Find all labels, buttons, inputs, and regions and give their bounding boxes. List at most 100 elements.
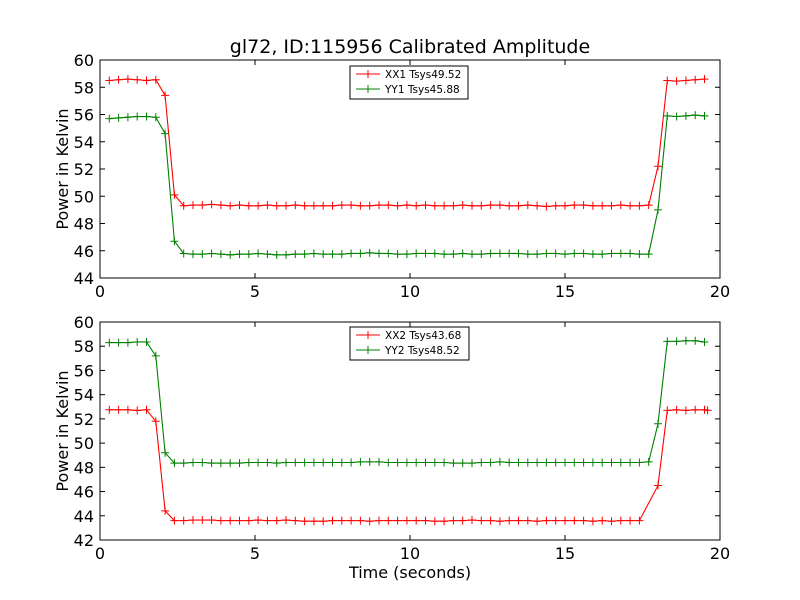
data-point: [384, 516, 393, 525]
data-point: [170, 237, 179, 246]
data-point: [542, 249, 551, 258]
data-point: [347, 458, 356, 467]
data-point: [477, 458, 486, 467]
data-point: [291, 516, 300, 525]
x-tick-label: 10: [400, 544, 420, 563]
data-point: [161, 91, 170, 100]
data-point: [309, 201, 318, 210]
data-point: [402, 458, 411, 467]
data-point: [561, 201, 569, 210]
data-point: [486, 516, 495, 525]
legend-marker: [364, 331, 372, 339]
x-tick-label: 5: [250, 544, 260, 563]
y-tick-label: 56: [74, 106, 94, 125]
data-point: [542, 202, 551, 211]
y-tick-label: 56: [74, 361, 94, 380]
data-point: [207, 249, 216, 258]
data-point: [319, 250, 328, 259]
legend-marker: [364, 85, 372, 93]
data-point: [495, 249, 504, 258]
data-point: [384, 201, 393, 210]
data-point: [691, 111, 700, 120]
data-point: [263, 250, 272, 259]
data-point: [458, 201, 467, 210]
data-point: [626, 516, 635, 525]
data-point: [635, 201, 644, 210]
data-point: [133, 406, 142, 415]
data-point: [616, 516, 625, 525]
data-point: [347, 516, 356, 525]
y-tick-label: 46: [74, 242, 94, 261]
data-point: [226, 516, 235, 525]
data-point: [105, 76, 114, 85]
data-point: [468, 250, 476, 259]
x-tick-label: 20: [710, 544, 730, 563]
series-2: [105, 336, 709, 468]
data-point: [430, 249, 439, 258]
data-point: [468, 516, 476, 525]
data-point: [588, 201, 597, 210]
data-point: [523, 458, 532, 467]
data-point: [263, 458, 272, 467]
data-point: [244, 250, 253, 259]
data-point: [402, 250, 411, 259]
data-point: [300, 250, 309, 259]
data-point: [551, 201, 560, 210]
data-point: [486, 201, 495, 210]
data-point: [421, 458, 430, 467]
data-point: [486, 458, 495, 467]
data-point: [198, 458, 207, 467]
data-point: [514, 201, 523, 210]
x-tick-label: 5: [250, 282, 260, 301]
data-point: [468, 201, 476, 210]
legend: XX1 Tsys49.52 YY1 Tsys45.88: [349, 65, 469, 100]
data-point: [254, 249, 263, 258]
data-point: [570, 249, 579, 258]
data-point: [672, 337, 681, 346]
data-point: [495, 517, 504, 526]
data-point: [189, 516, 197, 525]
data-point: [607, 249, 616, 258]
data-point: [486, 249, 495, 258]
data-point: [468, 459, 476, 468]
data-point: [142, 112, 151, 121]
x-tick-label: 0: [95, 282, 105, 301]
data-point: [244, 201, 253, 210]
data-point: [216, 516, 225, 525]
legend-item-2: YY1 Tsys45.88: [356, 84, 460, 96]
data-point: [216, 201, 225, 210]
data-point: [142, 76, 151, 85]
data-point: [588, 517, 597, 526]
data-point: [291, 458, 300, 467]
data-point: [309, 249, 318, 258]
data-point: [151, 75, 160, 84]
data-point: [533, 458, 542, 467]
data-point: [477, 250, 486, 259]
data-point: [626, 201, 635, 210]
data-point: [207, 516, 216, 525]
y-tick-label: 50: [74, 187, 94, 206]
data-point: [570, 458, 579, 467]
data-point: [579, 201, 588, 210]
data-point: [114, 113, 123, 122]
y-tick-label: 48: [74, 215, 94, 234]
data-point: [505, 516, 514, 525]
chart-title: gl72, ID:115956 Calibrated Amplitude: [230, 36, 590, 58]
x-tick-label: 20: [710, 282, 730, 301]
data-point: [654, 481, 662, 490]
data-point: [672, 112, 681, 121]
data-point: [198, 516, 207, 525]
data-point: [347, 201, 356, 210]
data-point: [561, 516, 569, 525]
data-point: [226, 201, 235, 210]
data-point: [691, 405, 700, 414]
data-point: [681, 111, 690, 120]
data-point: [681, 406, 690, 415]
legend-marker: [364, 346, 372, 354]
x-tick-label: 0: [95, 544, 105, 563]
data-point: [495, 457, 504, 466]
data-point: [579, 516, 588, 525]
data-point: [235, 516, 244, 525]
legend-label: YY1 Tsys45.88: [384, 84, 460, 96]
